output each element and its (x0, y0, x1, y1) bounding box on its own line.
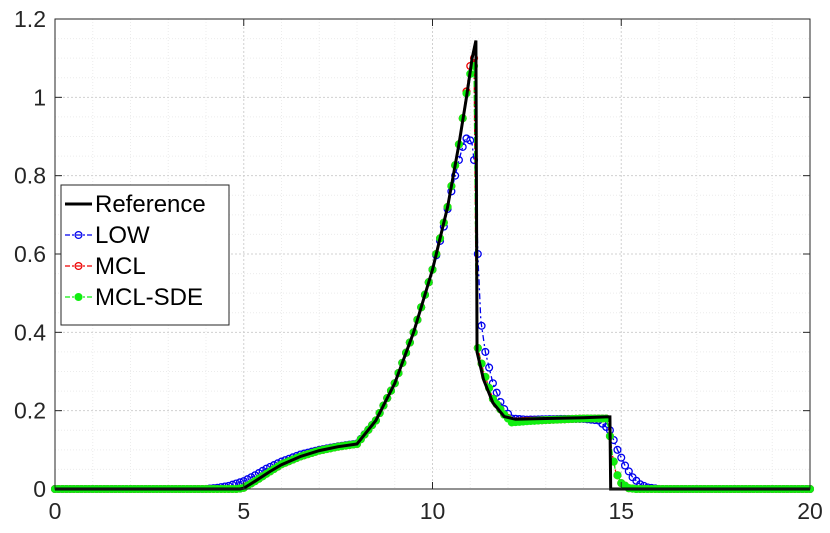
legend-label-low: LOW (95, 222, 150, 249)
series-layer (50, 40, 815, 494)
legend: Reference LOW MCL MCL-SDE (60, 184, 230, 326)
legend-entry-mcl: MCL (65, 253, 146, 280)
legend-label-mcl: MCL (95, 253, 146, 280)
legend-entry-mcl-sde: MCL-SDE (65, 284, 203, 311)
x-tick-label: 20 (797, 498, 823, 524)
legend-marker-low (74, 230, 83, 240)
y-tick-label: 0.6 (14, 241, 46, 267)
axis-ticks: 0 5 10 15 20 0 0.2 0.4 0.6 0.8 1 1.2 (14, 6, 823, 524)
legend-marker-mcl (74, 261, 83, 271)
x-tick-label: 5 (237, 498, 250, 524)
grid-lines (54, 18, 811, 490)
y-tick-label: 0.2 (14, 398, 46, 424)
legend-box (60, 184, 230, 326)
y-tick-label: 1.2 (14, 6, 46, 32)
point-mcl-sde (613, 471, 622, 480)
series-line-reference (55, 40, 810, 491)
x-tick-label: 15 (608, 498, 634, 524)
x-tick-label: 0 (49, 498, 62, 524)
point-low (613, 445, 622, 454)
point-low (481, 347, 490, 356)
point-low (620, 461, 630, 470)
legend-marker-mcl-sde (74, 292, 83, 302)
y-tick-label: 0.8 (14, 163, 46, 189)
legend-entry-low: LOW (65, 222, 150, 249)
y-tick-label: 0 (33, 476, 46, 502)
series-reference (55, 40, 810, 491)
legend-entries: Reference LOW MCL MCL-SDE (65, 191, 206, 311)
legend-entry-reference: Reference (65, 191, 206, 218)
y-tick-label: 0.4 (14, 319, 46, 345)
point-low (624, 467, 633, 476)
y-tick-label: 1 (33, 84, 46, 110)
x-tick-label: 10 (420, 498, 446, 524)
point-low (492, 388, 501, 397)
legend-label-mcl-sde: MCL-SDE (95, 284, 203, 311)
point-low (485, 363, 494, 372)
legend-label-reference: Reference (95, 191, 206, 218)
point-low (617, 453, 626, 462)
point-low (466, 136, 475, 145)
